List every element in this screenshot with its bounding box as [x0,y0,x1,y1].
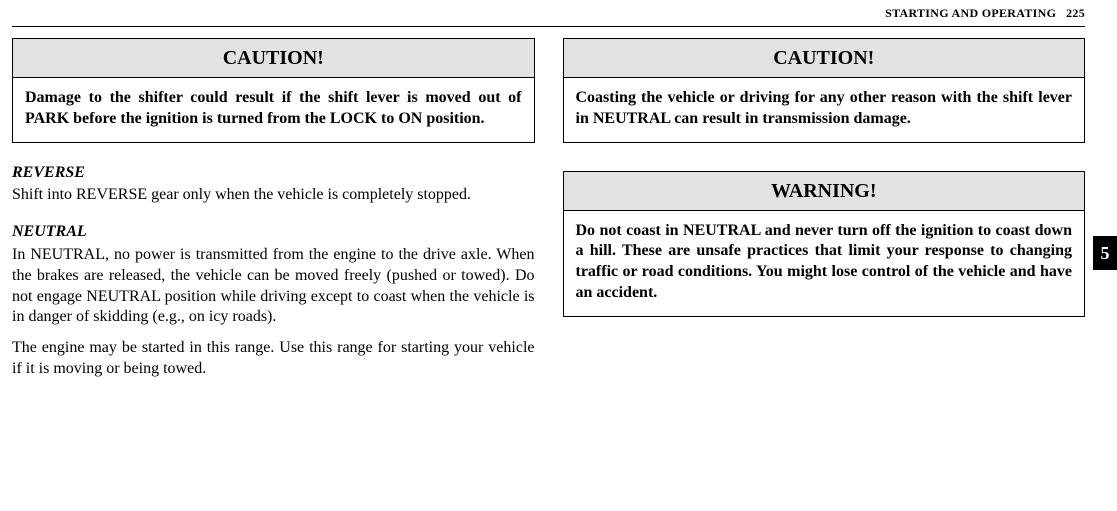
neutral-heading: NEUTRAL [12,222,535,243]
warning-box: WARNING! Do not coast in NEUTRAL and nev… [563,171,1086,317]
caution-box-right: CAUTION! Coasting the vehicle or driving… [563,38,1086,143]
header-rule [12,26,1085,27]
running-header: STARTING AND OPERATING 225 [885,6,1085,21]
caution-body-left: Damage to the shifter could result if th… [13,78,534,142]
warning-title: WARNING! [564,172,1085,211]
caution-box-left: CAUTION! Damage to the shifter could res… [12,38,535,143]
caution-body-right: Coasting the vehicle or driving for any … [564,78,1085,142]
neutral-body-2: The engine may be started in this range.… [12,338,535,380]
page: STARTING AND OPERATING 225 5 CAUTION! Da… [0,0,1117,511]
right-column: CAUTION! Coasting the vehicle or driving… [563,38,1086,511]
caution-title-left: CAUTION! [13,39,534,78]
caution-title-right: CAUTION! [564,39,1085,78]
section-tab: 5 [1093,236,1117,270]
warning-body: Do not coast in NEUTRAL and never turn o… [564,211,1085,316]
content-columns: CAUTION! Damage to the shifter could res… [12,38,1085,511]
neutral-body-1: In NEUTRAL, no power is transmitted from… [12,245,535,328]
reverse-heading: REVERSE [12,163,535,184]
reverse-body: Shift into REVERSE gear only when the ve… [12,185,535,206]
left-column: CAUTION! Damage to the shifter could res… [12,38,535,511]
